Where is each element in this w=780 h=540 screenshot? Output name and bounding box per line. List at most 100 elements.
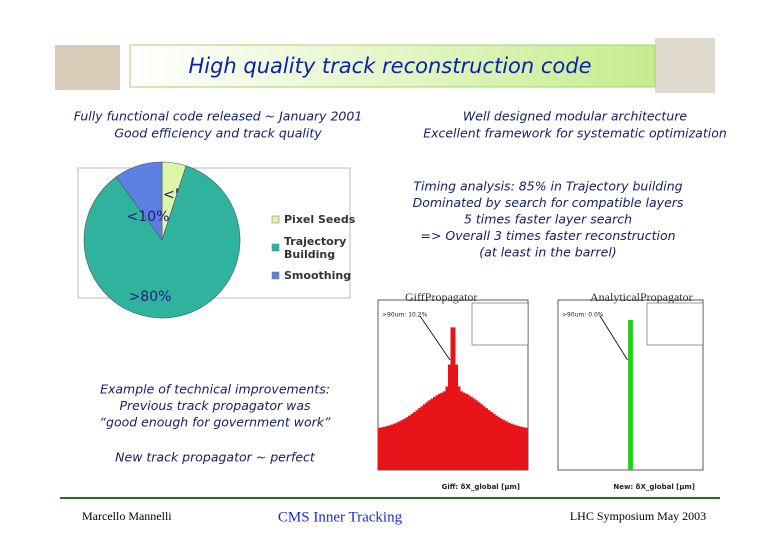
legend-label: Trajectory Building	[284, 235, 346, 261]
histogram-bar	[470, 396, 473, 470]
timing-text: => Overall 3 times faster reconstruction	[420, 228, 675, 243]
histogram-bar	[428, 400, 431, 470]
histogram-bar	[523, 427, 526, 470]
histogram-bar	[395, 422, 398, 470]
histogram-bar	[423, 404, 426, 470]
histogram-bar	[483, 406, 486, 470]
logo-right	[655, 38, 715, 93]
histogram-bar	[473, 398, 476, 470]
histogram-bar	[385, 426, 388, 470]
histogram-bar	[463, 392, 466, 470]
annotation-arrow	[599, 315, 628, 361]
histogram-bar	[628, 320, 631, 470]
pie-slice	[115, 161, 163, 241]
histogram-bar	[448, 364, 451, 470]
logo-left	[55, 45, 120, 90]
new-propagator-text: New track propagator ~ perfect	[115, 450, 316, 465]
stats-box	[646, 302, 704, 346]
histogram-bar	[435, 395, 438, 470]
example-text: Example of technical improvements:	[100, 382, 330, 397]
histogram-bar	[520, 426, 523, 470]
pie-value-label: >80%	[129, 289, 172, 305]
example-text: “good enough for government work”	[100, 415, 331, 430]
histogram-bar	[440, 392, 443, 470]
histogram-bar	[478, 402, 481, 470]
pie-slice	[83, 165, 241, 319]
histogram-bar	[458, 386, 461, 470]
left-text: Fully functional code released ~ January…	[74, 109, 363, 124]
timing-text: Dominated by search for compatible layer…	[413, 195, 684, 210]
stats-box	[471, 302, 529, 346]
timing-text: Timing analysis: 85% in Trajectory build…	[413, 179, 682, 194]
legend-label: Pixel Seeds	[284, 213, 356, 226]
histogram-bar	[505, 421, 508, 470]
footer-author: Marcello Mannelli	[82, 509, 172, 523]
slide-title: High quality track reconstruction code	[188, 54, 591, 78]
histogram-bar	[453, 327, 456, 470]
histogram-bar	[455, 364, 458, 470]
histogram-annotation: >90um: 0.0%	[562, 312, 604, 319]
histogram-bar	[393, 423, 396, 470]
histogram-bar	[518, 426, 521, 470]
histogram-annotation: >90um: 10.2%	[382, 312, 428, 319]
legend-swatch	[271, 271, 280, 280]
histogram-bar	[515, 425, 518, 470]
histogram-bar	[495, 415, 498, 470]
footer-event: LHC Symposium May 2003	[570, 509, 706, 523]
histogram-bar	[413, 412, 416, 470]
histogram-bar	[438, 393, 441, 470]
histogram-bar	[485, 408, 488, 470]
histogram-bar	[510, 423, 513, 470]
histogram-bar	[415, 410, 418, 470]
histogram-bar	[418, 408, 421, 470]
histogram-bar	[425, 402, 428, 470]
timing-text: (at least in the barrel)	[479, 245, 616, 260]
histogram-bar	[430, 398, 433, 470]
histogram-bar	[460, 391, 463, 470]
histogram-title: AnalyticalPropagator	[590, 290, 693, 304]
histogram-bar	[468, 395, 471, 470]
legend-swatch	[271, 243, 280, 252]
pie-value-label: <10%	[127, 209, 170, 225]
histogram-bar	[475, 400, 478, 470]
histogram-bar	[420, 406, 423, 470]
histogram-bar	[490, 412, 493, 470]
histogram-bar	[408, 415, 411, 470]
histogram-bar	[390, 424, 393, 470]
histogram-bar	[480, 404, 483, 470]
footer-topic: CMS Inner Tracking	[278, 509, 403, 525]
right-text: Well designed modular architecture	[463, 109, 687, 124]
histogram-xlabel: New: δX_global [μm]	[613, 483, 695, 491]
left-text: Good efficiency and track quality	[114, 126, 322, 141]
histogram-xlabel: Giff: δX_global [μm]	[442, 483, 520, 491]
histogram-bar	[503, 420, 506, 470]
histogram-bar	[405, 417, 408, 470]
histogram-title: GiffPropagator	[405, 290, 477, 304]
histogram-bar	[388, 425, 391, 470]
histogram-bar	[383, 426, 386, 470]
histogram-bar	[400, 420, 403, 470]
title-bar	[129, 44, 656, 88]
timing-text: 5 times faster layer search	[464, 212, 632, 227]
right-text: Excellent framework for systematic optim…	[423, 126, 727, 141]
histogram-bar	[508, 422, 511, 470]
annotation-arrow	[419, 315, 451, 361]
legend-swatch	[271, 215, 280, 224]
histogram-bar	[380, 427, 383, 470]
histogram-bar	[378, 427, 381, 470]
histogram-bar	[403, 418, 406, 470]
histogram-bar	[433, 396, 436, 470]
histogram-bar	[445, 386, 448, 470]
histogram-bar	[493, 413, 496, 470]
histogram-bar	[500, 418, 503, 470]
histogram-bar	[465, 393, 468, 470]
histogram-bar	[443, 391, 446, 470]
histogram-bar	[630, 320, 633, 470]
histogram-bar	[410, 413, 413, 470]
histogram-bar	[525, 427, 528, 470]
histogram-bar	[498, 417, 501, 470]
example-text: Previous track propagator was	[119, 398, 311, 413]
legend-label: Smoothing	[284, 269, 351, 282]
histogram-bar	[513, 424, 516, 470]
